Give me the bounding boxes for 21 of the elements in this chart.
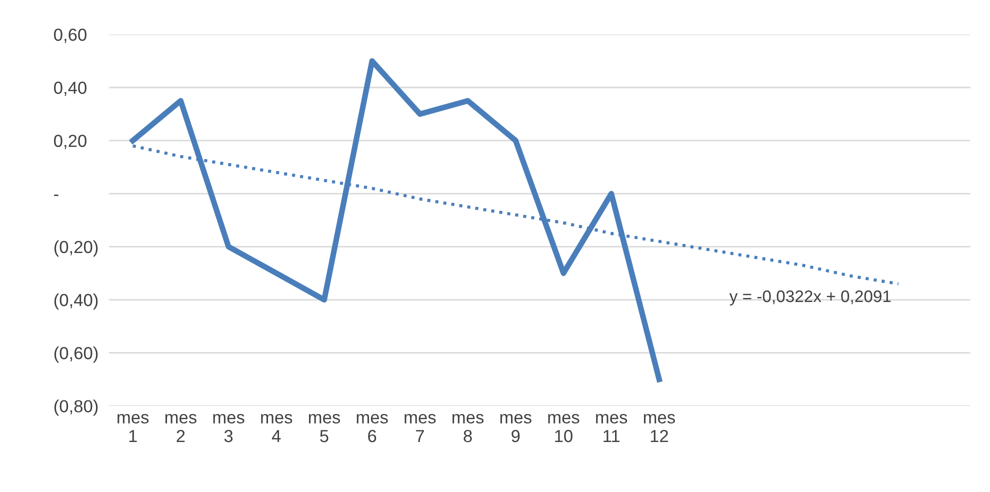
- y-tick-label: (0,60): [54, 346, 98, 363]
- y-tick-label: (0,80): [54, 400, 98, 416]
- x-tick-label: mes 5: [308, 414, 340, 442]
- x-tick-label: mes 6: [356, 414, 388, 442]
- x-tick-label: mes 1: [118, 414, 149, 442]
- x-tick-label: mes 8: [452, 414, 484, 442]
- x-tick-label: mes 12: [644, 414, 675, 442]
- x-tick-label: mes 2: [165, 414, 196, 442]
- y-tick-label: 0,20: [54, 134, 86, 150]
- x-tick-label: mes 9: [500, 414, 532, 442]
- y-tick-label: 0,60: [54, 28, 86, 43]
- x-tick-label: mes 3: [213, 414, 244, 442]
- y-tick-label: (0,40): [54, 293, 98, 310]
- x-tick-label: mes 10: [548, 414, 580, 442]
- x-tick-label: mes 7: [404, 414, 436, 442]
- y-tick-label: 0,40: [54, 82, 86, 96]
- y-tick-label: -: [54, 194, 58, 196]
- x-tick-label: mes 11: [596, 414, 628, 442]
- y-tick-label: (0,20): [54, 240, 98, 257]
- x-tick-label: mes 4: [261, 414, 292, 442]
- annotation: y = -0,0322x + 0,2091: [729, 290, 891, 306]
